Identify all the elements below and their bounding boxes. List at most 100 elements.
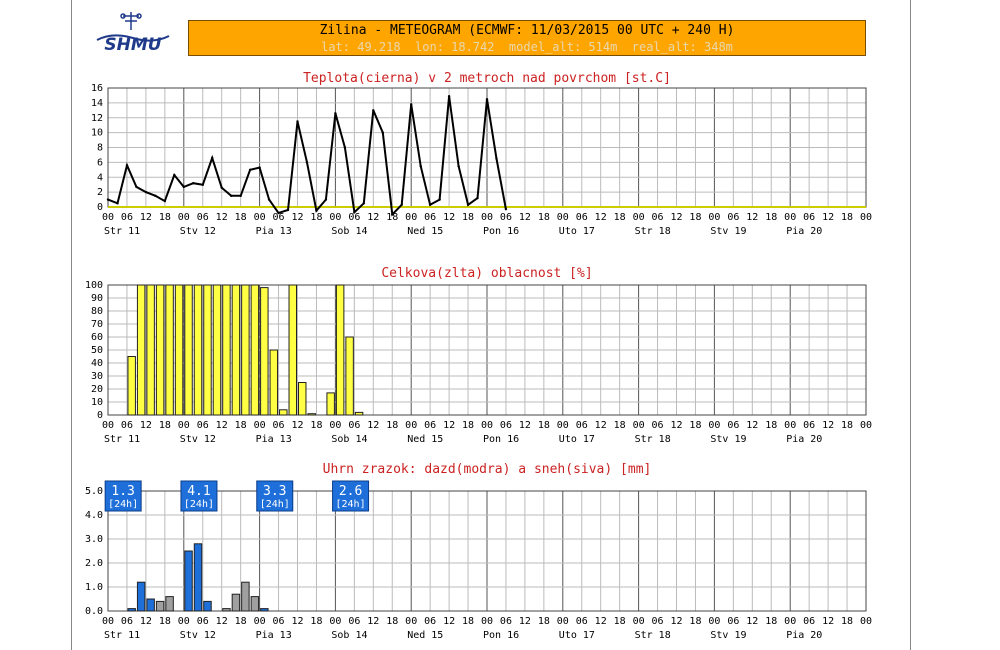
x-tick-label: 06 — [424, 212, 436, 223]
cloud-bar — [127, 356, 136, 416]
x-tick-label: 18 — [310, 212, 322, 223]
meteogram-title: Zilina - METEOGRAM (ECMWF: 11/03/2015 00… — [319, 23, 735, 38]
day-label: Sob 14 — [331, 434, 367, 445]
cloud-bar — [212, 284, 222, 416]
x-tick-label: 06 — [424, 616, 436, 627]
x-tick-label: 12 — [216, 616, 228, 627]
rain-bar — [136, 581, 146, 612]
temperature-point — [381, 131, 384, 134]
x-tick-label: 18 — [462, 420, 474, 431]
rain-bar — [146, 598, 155, 612]
x-tick-label: 00 — [254, 420, 266, 431]
panel-title: Teplota(cierna) v 2 metroch nad povrchom… — [303, 71, 671, 86]
x-tick-label: 18 — [235, 616, 247, 627]
y-tick-label: 16 — [91, 83, 103, 94]
day-label: Stv 12 — [180, 226, 216, 237]
rain-bar — [184, 550, 193, 612]
x-tick-label: 12 — [746, 212, 758, 223]
x-tick-label: 18 — [841, 212, 853, 223]
daily-total-value: 1.3 — [111, 484, 134, 499]
cloud-bar — [184, 284, 193, 416]
temperature-point — [258, 166, 261, 169]
cloud-bar — [250, 284, 260, 416]
x-tick-label: 00 — [405, 616, 417, 627]
location-info: lat: 49.218 lon: 18.742 model_alt: 514m … — [321, 40, 733, 54]
x-tick-label: 18 — [689, 420, 701, 431]
x-tick-label: 12 — [746, 616, 758, 627]
temperature-point — [296, 120, 299, 123]
temperature-point — [457, 164, 460, 168]
x-tick-label: 12 — [746, 420, 758, 431]
x-tick-label: 18 — [386, 616, 398, 627]
y-tick-label: 60 — [91, 332, 103, 343]
x-tick-label: 00 — [481, 420, 493, 431]
x-tick-label: 12 — [443, 212, 455, 223]
x-tick-label: 06 — [576, 420, 588, 431]
x-tick-label: 06 — [273, 616, 285, 627]
snow-bar — [165, 596, 174, 612]
x-tick-label: 00 — [557, 420, 569, 431]
x-tick-label: 00 — [329, 420, 341, 431]
y-tick-label: 20 — [91, 384, 103, 395]
cloud-bar — [174, 284, 184, 416]
x-tick-label: 00 — [633, 420, 645, 431]
y-tick-label: 4 — [97, 172, 103, 183]
y-tick-label: 2.0 — [85, 558, 103, 569]
x-tick-label: 12 — [367, 420, 379, 431]
x-tick-label: 00 — [860, 420, 872, 431]
day-label: Pon 16 — [483, 226, 519, 237]
x-tick-label: 06 — [273, 212, 285, 223]
x-tick-label: 00 — [178, 212, 190, 223]
cloud-bar — [241, 284, 250, 416]
x-tick-label: 06 — [803, 212, 815, 223]
daily-total-badge: 3.3[24h] — [256, 480, 294, 512]
x-tick-label: 00 — [481, 212, 493, 223]
x-tick-label: 06 — [727, 616, 739, 627]
x-tick-label: 06 — [652, 420, 664, 431]
daily-total-value: 2.6 — [339, 484, 362, 499]
y-tick-label: 3.0 — [85, 534, 103, 545]
cloud-bar — [146, 284, 155, 416]
panel-title: Celkova(zlta) oblacnost [%] — [381, 266, 592, 281]
x-tick-label: 00 — [633, 616, 645, 627]
temperature-point — [362, 202, 366, 205]
x-tick-label: 18 — [689, 212, 701, 223]
rain-bar — [193, 543, 203, 612]
cloud-bar — [345, 336, 354, 416]
x-tick-label: 06 — [197, 212, 209, 223]
y-tick-label: 80 — [91, 306, 103, 317]
x-tick-label: 18 — [841, 420, 853, 431]
x-tick-label: 06 — [500, 616, 512, 627]
x-tick-label: 00 — [633, 212, 645, 223]
day-label: Str 11 — [104, 630, 140, 641]
x-tick-label: 00 — [102, 616, 114, 627]
x-tick-label: 12 — [367, 616, 379, 627]
temperature-point — [438, 198, 441, 201]
temperature-point — [372, 109, 375, 112]
temperature-point — [116, 202, 119, 205]
cloud-bar — [136, 284, 146, 416]
temperature-point — [391, 213, 394, 216]
temperature-point — [419, 164, 422, 168]
day-label: Str 18 — [635, 434, 671, 445]
x-tick-label: 06 — [803, 616, 815, 627]
day-label: Ned 15 — [407, 630, 443, 641]
shmu-logo: SHMU — [96, 12, 170, 54]
x-tick-label: 18 — [235, 212, 247, 223]
daily-total-box — [104, 480, 142, 512]
x-tick-label: 12 — [140, 212, 152, 223]
temperature-point — [476, 196, 479, 200]
snow-bar — [155, 600, 165, 612]
temperature-point — [135, 185, 138, 189]
temperature-point — [163, 199, 167, 203]
cloud-bar — [155, 284, 165, 416]
y-tick-label: 40 — [91, 358, 103, 369]
cloud-bar — [269, 349, 279, 416]
cloud-bar — [279, 409, 288, 416]
day-label: Pia 13 — [256, 226, 292, 237]
x-tick-label: 12 — [291, 420, 303, 431]
temperature-point — [305, 161, 309, 164]
cloud-bar — [335, 284, 345, 416]
header-box: Zilina - METEOGRAM (ECMWF: 11/03/2015 00… — [188, 20, 866, 56]
x-tick-label: 00 — [708, 616, 720, 627]
